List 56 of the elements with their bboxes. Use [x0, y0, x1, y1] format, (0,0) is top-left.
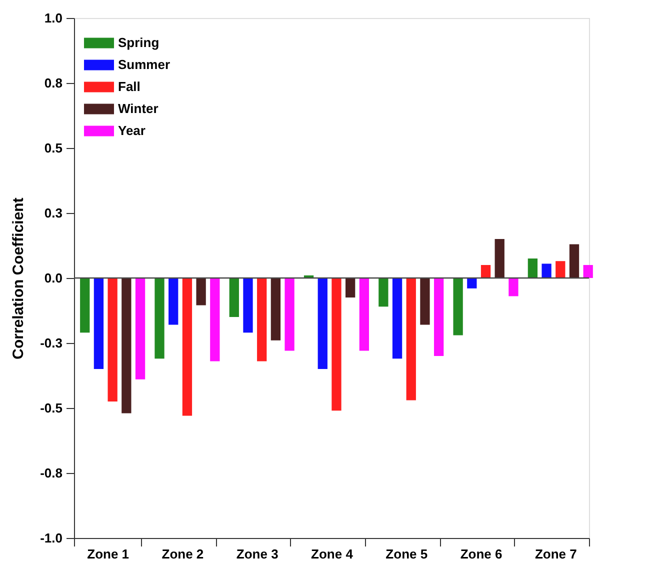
- y-tick-label: -1.0: [40, 530, 62, 546]
- y-axis-title: Correlation Coefficient: [10, 198, 28, 360]
- legend-label: Fall: [118, 79, 140, 94]
- y-tick-label: 0.0: [44, 270, 62, 286]
- y-tick-label: 0.3: [44, 206, 62, 220]
- bar: [392, 278, 402, 359]
- bar: [154, 278, 164, 359]
- bar: [80, 278, 90, 333]
- bar: [122, 278, 132, 414]
- x-tick-label: Zone 4: [311, 546, 354, 562]
- bar: [467, 278, 477, 288]
- y-tick-label: -0.5: [40, 400, 62, 416]
- bar: [453, 278, 463, 336]
- legend-label: Winter: [118, 101, 158, 116]
- bar: [528, 258, 538, 278]
- bar: [182, 278, 192, 416]
- y-tick-label: 1.0: [44, 10, 62, 26]
- bar: [359, 278, 370, 351]
- bar: [332, 278, 342, 411]
- x-tick-label: Zone 3: [236, 546, 278, 562]
- legend-label: Summer: [118, 57, 170, 72]
- bar: [346, 278, 356, 298]
- legend-label: Year: [118, 123, 146, 138]
- bar: [94, 278, 104, 369]
- y-tick-label: 0.8: [44, 76, 62, 90]
- bar: [210, 278, 220, 362]
- bar: [108, 278, 118, 402]
- bar: [284, 278, 294, 351]
- bar: [494, 239, 504, 278]
- x-tick-label: Zone 2: [162, 546, 204, 562]
- x-tick-label: Zone 1: [87, 546, 130, 562]
- x-tick-label: Zone 7: [534, 546, 577, 562]
- bar: [229, 278, 239, 317]
- bar: [270, 278, 281, 340]
- y-tick-label: -0.8: [40, 466, 62, 480]
- bar: [420, 278, 430, 325]
- bar: [583, 265, 593, 278]
- bar: [434, 278, 444, 356]
- bar: [378, 278, 388, 307]
- y-tick-label: -0.3: [40, 336, 62, 350]
- bar: [318, 278, 328, 369]
- bar: [542, 264, 552, 278]
- bar: [480, 265, 491, 278]
- bar: [556, 261, 566, 278]
- bar: [243, 278, 253, 333]
- bar: [135, 278, 146, 380]
- bar: [508, 278, 518, 296]
- x-tick-label: Zone 5: [386, 546, 428, 562]
- y-tick-label: 0.5: [44, 140, 62, 156]
- bar: [196, 278, 206, 306]
- legend-label: Spring: [118, 35, 160, 50]
- x-tick-label: Zone 6: [460, 546, 502, 562]
- bar: [569, 244, 580, 278]
- bar: [406, 278, 416, 400]
- bar: [257, 278, 267, 362]
- bar: [168, 278, 178, 325]
